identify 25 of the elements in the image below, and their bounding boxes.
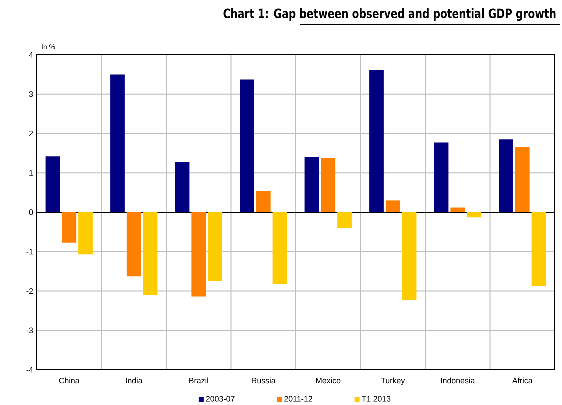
bar [110,74,125,213]
bar [386,200,400,213]
bar [450,208,466,213]
bar [256,191,271,213]
bar [321,158,336,213]
bar [240,80,254,213]
bar [402,212,417,300]
bar [78,212,93,255]
bar [46,156,60,213]
bar [532,212,546,287]
bar [370,70,384,213]
bar [434,142,449,213]
bar [208,212,222,282]
bar [304,157,320,213]
bar [175,162,190,213]
chart-title: Chart 1: Gap between observed and potential GDP growth [224,8,556,22]
bar [192,212,206,297]
bar [467,212,482,218]
bar [143,212,158,296]
bar [272,212,288,284]
bar [515,148,530,213]
bar [126,212,142,277]
bar [338,212,352,228]
bar [62,212,77,243]
bar [499,140,514,213]
